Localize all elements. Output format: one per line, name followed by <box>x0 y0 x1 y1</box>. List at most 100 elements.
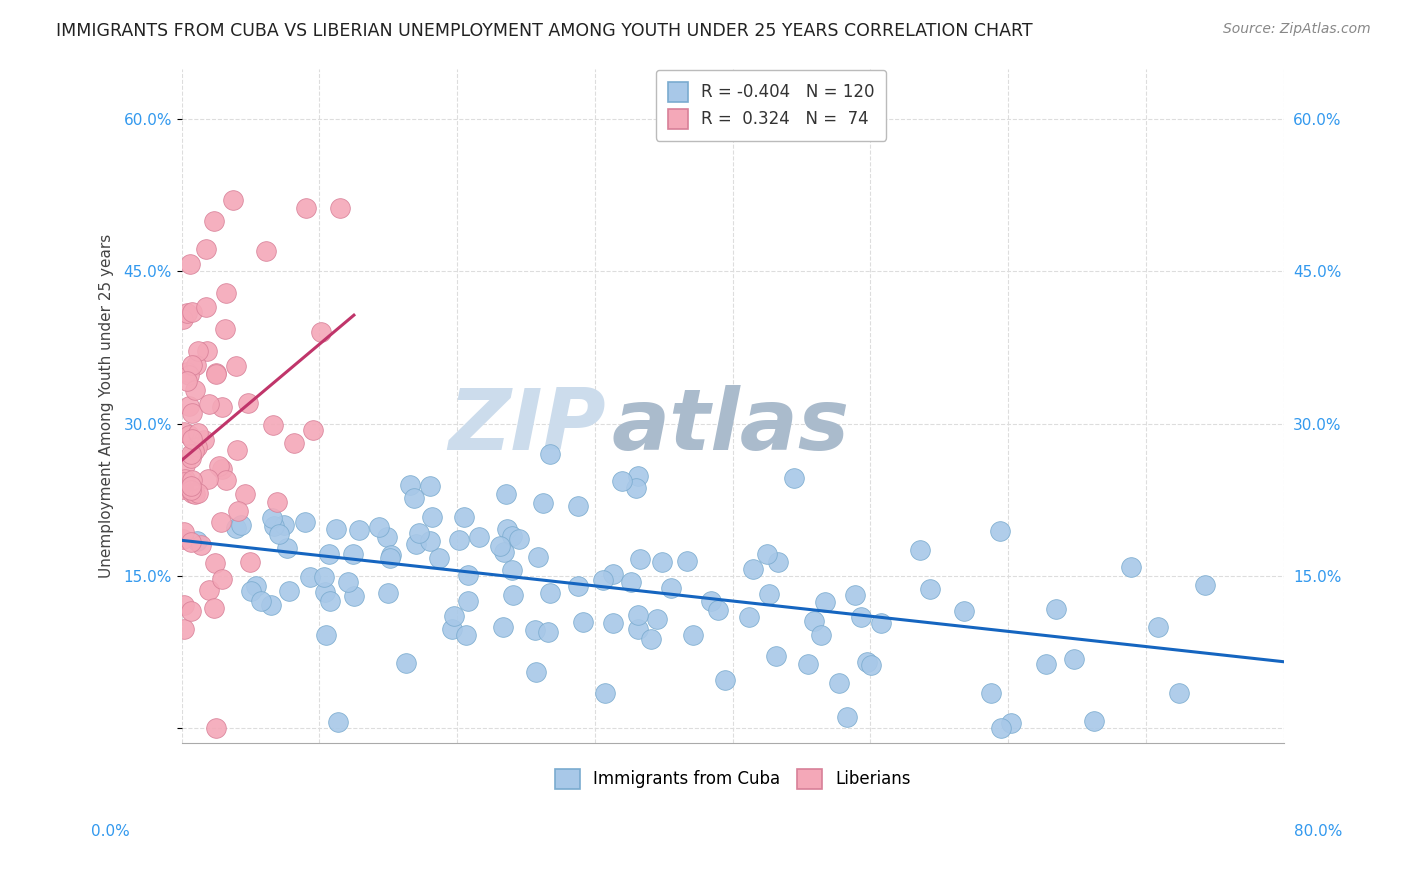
Text: 0.0%: 0.0% <box>91 824 131 838</box>
Point <box>172 532 194 546</box>
Point <box>531 496 554 510</box>
Point <box>536 625 558 640</box>
Point <box>179 257 201 271</box>
Point <box>187 425 209 440</box>
Point <box>408 526 430 541</box>
Point <box>336 575 359 590</box>
Point <box>492 620 515 634</box>
Point <box>814 595 837 609</box>
Point <box>173 471 195 485</box>
Point <box>828 675 851 690</box>
Point <box>651 555 673 569</box>
Point <box>329 201 352 215</box>
Point <box>602 566 624 581</box>
Point <box>849 610 872 624</box>
Point <box>180 450 202 465</box>
Point <box>173 425 195 439</box>
Point <box>1146 620 1168 634</box>
Point <box>377 586 399 600</box>
Point <box>399 478 422 492</box>
Point <box>856 655 879 669</box>
Point <box>173 598 195 612</box>
Point <box>1119 559 1142 574</box>
Point <box>198 583 221 598</box>
Point <box>443 609 465 624</box>
Point <box>419 533 441 548</box>
Point <box>325 522 347 536</box>
Point <box>298 570 321 584</box>
Point <box>1035 657 1057 671</box>
Point <box>952 604 974 618</box>
Point <box>177 400 200 414</box>
Point <box>640 632 662 647</box>
Point <box>267 527 290 541</box>
Point <box>835 710 858 724</box>
Point <box>301 423 323 437</box>
Point <box>180 534 202 549</box>
Point <box>758 587 780 601</box>
Legend: Immigrants from Cuba, Liberians: Immigrants from Cuba, Liberians <box>548 762 917 796</box>
Point <box>526 549 548 564</box>
Point <box>181 473 204 487</box>
Point <box>420 510 443 524</box>
Point <box>342 590 364 604</box>
Point <box>378 550 401 565</box>
Point <box>349 524 371 538</box>
Point <box>276 541 298 555</box>
Point <box>180 479 202 493</box>
Point <box>209 515 232 529</box>
Point <box>180 432 202 446</box>
Point <box>467 530 489 544</box>
Point <box>1063 651 1085 665</box>
Point <box>405 536 427 550</box>
Point <box>756 547 779 561</box>
Point <box>457 568 479 582</box>
Point <box>266 495 288 509</box>
Point <box>453 510 475 524</box>
Point <box>173 475 195 489</box>
Point <box>682 628 704 642</box>
Point <box>502 587 524 601</box>
Point <box>742 562 765 576</box>
Point <box>1167 686 1189 700</box>
Point <box>180 447 202 461</box>
Point <box>524 623 547 637</box>
Point <box>315 628 337 642</box>
Point <box>342 547 364 561</box>
Point <box>239 555 262 569</box>
Point <box>595 686 617 700</box>
Point <box>312 569 335 583</box>
Point <box>449 533 471 548</box>
Text: IMMIGRANTS FROM CUBA VS LIBERIAN UNEMPLOYMENT AMONG YOUTH UNDER 25 YEARS CORRELA: IMMIGRANTS FROM CUBA VS LIBERIAN UNEMPLO… <box>56 22 1033 40</box>
Point <box>990 721 1012 735</box>
Point <box>326 714 349 729</box>
Point <box>176 306 198 320</box>
Point <box>240 583 263 598</box>
Point <box>859 658 882 673</box>
Point <box>187 344 209 359</box>
Point <box>572 615 595 629</box>
Point <box>796 657 818 672</box>
Point <box>1045 601 1067 615</box>
Point <box>309 325 332 339</box>
Point <box>211 462 233 476</box>
Point <box>501 528 523 542</box>
Point <box>233 487 256 501</box>
Point <box>173 458 195 472</box>
Point <box>214 322 236 336</box>
Point <box>186 358 208 372</box>
Point <box>1083 714 1105 728</box>
Point <box>783 471 806 485</box>
Point <box>661 581 683 595</box>
Point <box>195 300 218 314</box>
Point <box>180 483 202 498</box>
Point <box>225 521 247 535</box>
Point <box>184 384 207 398</box>
Point <box>204 368 226 382</box>
Point <box>980 686 1002 700</box>
Point <box>538 447 561 461</box>
Point <box>501 563 523 577</box>
Point <box>283 436 305 450</box>
Text: ZIP: ZIP <box>449 384 606 467</box>
Point <box>567 579 589 593</box>
